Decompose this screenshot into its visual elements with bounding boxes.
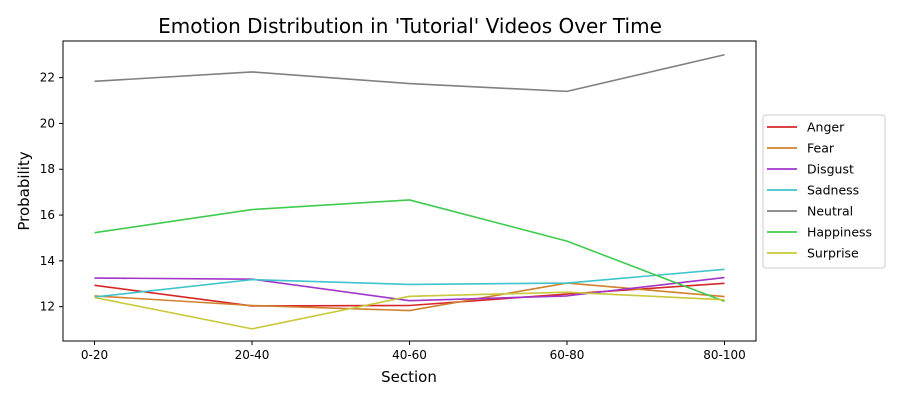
x-tick-label: 40-60	[392, 348, 427, 362]
y-axis-ticks: 12 14 16 18 20 22	[40, 71, 63, 314]
legend-label: Disgust	[807, 162, 854, 177]
y-tick-label: 14	[40, 254, 55, 268]
series-line-fear	[94, 282, 725, 312]
legend: Anger Fear Disgust Sadness Neutral Happiness S…	[762, 114, 886, 269]
y-tick-label: 12	[40, 300, 55, 314]
legend-item-happiness: Happiness	[767, 225, 872, 240]
series-line-sadness	[94, 268, 725, 298]
legend-label: Fear	[807, 141, 835, 156]
series-line-disgust	[94, 276, 725, 302]
legend-item-fear: Fear	[767, 141, 835, 156]
x-axis-label: Section	[381, 368, 437, 386]
series-lines	[94, 53, 725, 330]
y-tick-label: 16	[40, 208, 55, 222]
chart-title: Emotion Distribution in 'Tutorial' Video…	[158, 14, 662, 38]
legend-item-disgust: Disgust	[767, 162, 854, 177]
y-axis-label: Probability	[15, 151, 33, 230]
legend-label: Anger	[807, 120, 845, 135]
x-tick-label: 0-20	[81, 348, 108, 362]
legend-frame	[762, 114, 886, 269]
x-axis-ticks: 0-20 20-40 40-60 60-80 80-100	[81, 341, 746, 362]
legend-item-anger: Anger	[767, 120, 845, 135]
series-line-surprise	[94, 291, 725, 330]
series-line-happiness	[94, 199, 725, 303]
x-tick-label: 60-80	[550, 348, 585, 362]
legend-label: Happiness	[807, 225, 872, 240]
legend-item-sadness: Sadness	[767, 183, 859, 198]
legend-item-surprise: Surprise	[767, 246, 859, 261]
legend-label: Sadness	[807, 183, 859, 198]
y-tick-label: 20	[40, 116, 55, 130]
y-tick-label: 22	[40, 71, 55, 85]
x-tick-label: 20-40	[235, 348, 270, 362]
y-tick-label: 18	[40, 162, 55, 176]
series-line-neutral	[94, 53, 725, 93]
x-tick-label: 80-100	[703, 348, 746, 362]
legend-item-neutral: Neutral	[767, 204, 853, 219]
legend-label: Neutral	[807, 204, 853, 219]
plot-area-frame	[62, 40, 757, 342]
legend-label: Surprise	[807, 246, 859, 261]
